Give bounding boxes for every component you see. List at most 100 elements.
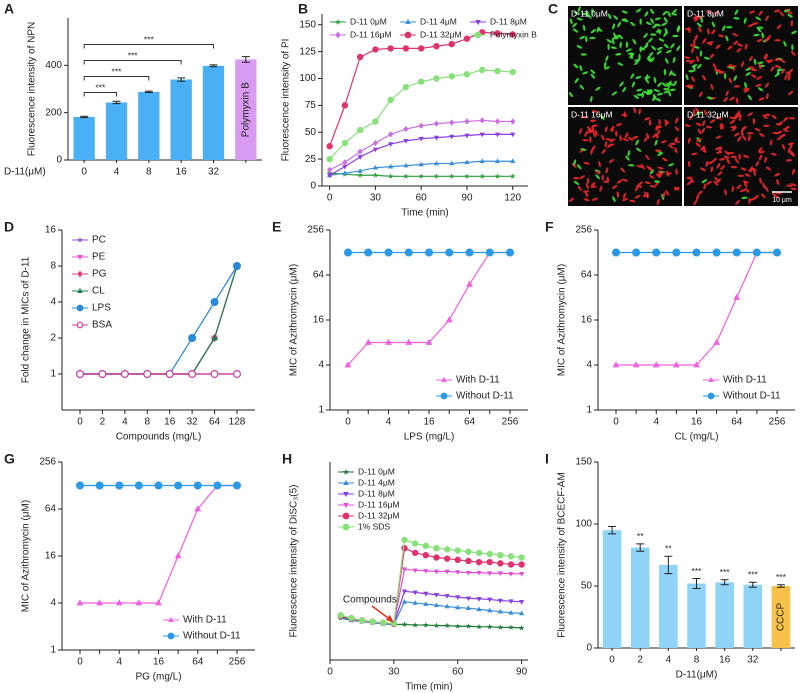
cell: [590, 69, 596, 75]
cell: [656, 92, 663, 96]
data-point: [327, 166, 333, 173]
bar: [73, 116, 95, 160]
cell: [723, 97, 729, 102]
data-point: [433, 160, 440, 166]
cell: [640, 163, 645, 170]
data-point: [465, 605, 471, 610]
cell: [635, 139, 639, 146]
cell: [783, 40, 787, 47]
y-tick-label: 4: [586, 360, 592, 371]
legend-marker: [343, 479, 349, 485]
cell: [676, 45, 681, 52]
cell: [644, 117, 651, 121]
cell: [711, 157, 717, 163]
cell: [656, 50, 662, 55]
data-point: [632, 361, 640, 368]
cell: [683, 56, 691, 59]
cell: [738, 114, 742, 122]
cell: [737, 174, 745, 178]
y-tick-label: 50: [581, 581, 593, 592]
cell: [685, 84, 692, 88]
cell: [718, 71, 725, 74]
cell: [633, 94, 640, 100]
cell: [579, 64, 583, 72]
data-point: [494, 30, 501, 37]
cell: [646, 191, 649, 199]
panel-letter: A: [4, 1, 14, 17]
cell: [621, 18, 628, 22]
data-point: [401, 567, 408, 573]
cell: [624, 132, 629, 139]
y-tick-label: 16: [45, 225, 57, 236]
data-point: [120, 370, 129, 379]
cell: [685, 74, 689, 81]
cell: [663, 17, 668, 23]
y-axis-label: Fluorescence intensity of NPN: [27, 22, 38, 157]
series-line: [80, 484, 237, 604]
cell: [750, 165, 753, 173]
cell: [596, 26, 600, 33]
data-point: [692, 248, 701, 257]
cell: [601, 148, 606, 155]
cell: [707, 161, 714, 165]
x-tick-label: 128: [229, 417, 246, 428]
cell: [645, 42, 649, 49]
cell: [649, 185, 656, 188]
bar: [105, 102, 128, 160]
y-tick-label: 1: [50, 369, 56, 380]
cell: [656, 46, 663, 51]
cell: [663, 87, 670, 91]
cell: [788, 90, 794, 96]
bar: [630, 547, 650, 648]
x-tick-label: 4: [386, 417, 392, 428]
cell: [635, 75, 642, 80]
cell: [582, 190, 590, 193]
legend-marker: [343, 503, 349, 509]
legend-marker: [440, 392, 448, 400]
cell: [655, 149, 662, 152]
cell: [738, 153, 741, 160]
legend-label: LPS: [92, 303, 111, 314]
data-point: [344, 248, 353, 257]
panel-letter: H: [282, 451, 292, 467]
cell: [644, 78, 650, 84]
error-bar: [720, 579, 729, 586]
cell: [607, 43, 610, 51]
data-point: [454, 547, 461, 554]
cell: [776, 179, 780, 186]
significance-label: **: [665, 543, 672, 553]
cell: [742, 180, 749, 184]
cell: [753, 33, 760, 37]
cell: [790, 183, 797, 187]
data-point: [444, 569, 450, 575]
cell: [625, 155, 630, 161]
legend-marker: [404, 31, 412, 39]
cell: [718, 34, 725, 38]
cell: [645, 154, 650, 161]
cell: [697, 190, 703, 196]
bar: [771, 586, 791, 648]
data-point: [412, 568, 418, 574]
cell: [649, 169, 655, 175]
cell: [737, 43, 743, 47]
data-point: [143, 370, 152, 379]
x-tick-label: 90: [461, 193, 473, 204]
cell: [770, 152, 777, 156]
cell: [748, 66, 755, 69]
cell: [776, 24, 782, 30]
legend-marker: [76, 304, 84, 312]
legend-label: D-11 8μM: [358, 488, 395, 498]
data-point: [465, 557, 472, 565]
cell: [780, 133, 787, 138]
data-point: [519, 571, 525, 577]
cell: [759, 177, 762, 184]
cell: [758, 147, 763, 153]
x-axis-label: Compounds (mg/L): [116, 432, 202, 443]
cell: [743, 182, 748, 188]
cell: [713, 10, 719, 15]
cell: [740, 61, 745, 68]
x-tick-label: 0: [77, 657, 83, 668]
cell: [674, 147, 678, 154]
data-point: [494, 158, 501, 164]
data-point: [402, 173, 409, 179]
